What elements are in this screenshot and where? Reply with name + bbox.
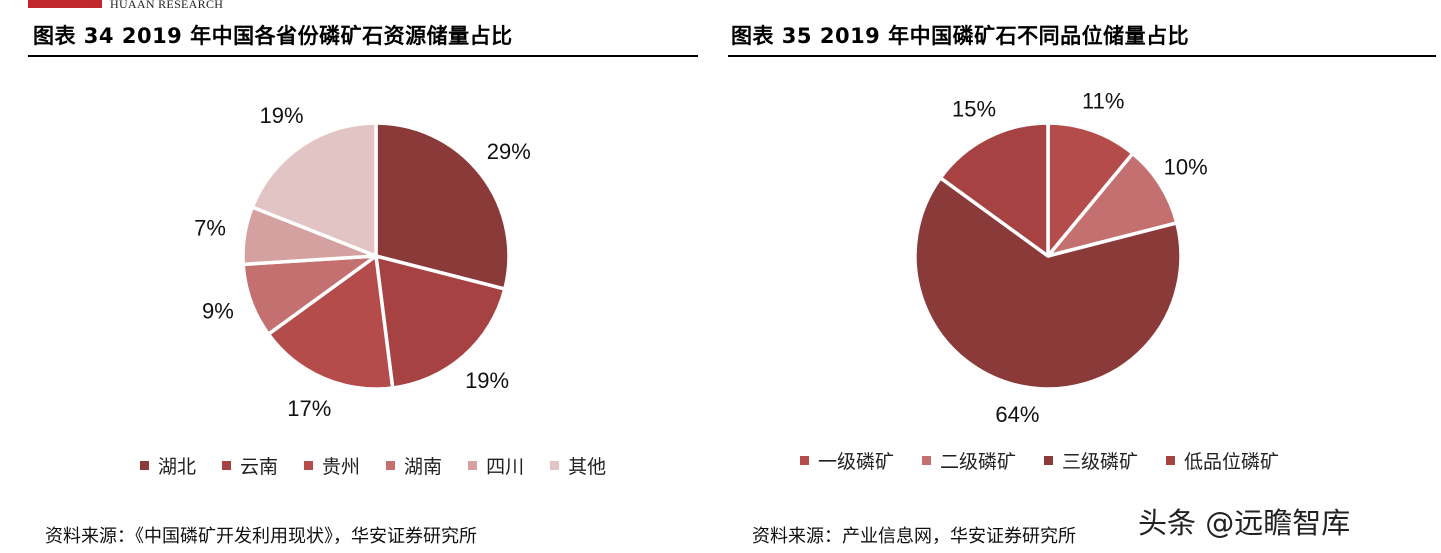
legend-label: 低品位磷矿 (1184, 451, 1280, 473)
source-note-left: 资料来源：《中国磷矿开发利用现状》，华安证券研究所 (45, 526, 477, 547)
legend-swatch (222, 461, 232, 470)
legend-label: 其他 (568, 456, 607, 478)
legend-label: 湖北 (158, 456, 197, 478)
pie-label-0: 11% (1082, 88, 1124, 113)
title-rule-left (28, 55, 698, 57)
legend-item-0: 湖北 (140, 452, 196, 479)
legend-label: 一级磷矿 (818, 451, 895, 473)
legend-item-4: 四川 (468, 452, 524, 479)
huaan-logo (28, 0, 102, 8)
chart-title-right: 图表 35 2019 年中国磷矿石不同品位储量占比 (731, 24, 1190, 48)
pie-slice-5 (250, 121, 378, 258)
watermark: 头条 @远瞻智库 (1138, 506, 1351, 540)
pie-chart-grades: 11% 10% 64% 15% (913, 88, 1208, 427)
legend-swatch (800, 456, 809, 465)
legend-swatch (550, 461, 560, 470)
legend-swatch (140, 461, 149, 470)
legend-item-3: 湖南 (386, 452, 442, 479)
legend-label: 二级磷矿 (940, 451, 1017, 473)
pie-label-4: 7% (194, 216, 226, 241)
legend-item-1: 二级磷矿 (922, 447, 1016, 474)
legend-item-5: 其他 (550, 452, 606, 479)
legend-item-0: 一级磷矿 (800, 447, 894, 474)
legend-item-3: 低品位磷矿 (1166, 447, 1279, 474)
legend-swatch (1044, 456, 1054, 465)
title-rule-right (728, 55, 1436, 57)
pie-label-2: 64% (995, 402, 1039, 427)
legend-item-2: 三级磷矿 (1044, 447, 1138, 474)
legend-label: 湖南 (404, 456, 443, 478)
source-note-right: 资料来源：产业信息网，华安证券研究所 (752, 526, 1076, 547)
legend-label: 三级磷矿 (1062, 451, 1139, 473)
pie-slice-0 (374, 121, 511, 291)
pie-label-5: 19% (260, 103, 304, 128)
pie-label-3: 9% (202, 299, 234, 324)
legend-label: 云南 (240, 456, 279, 478)
brand-name: HUAAN RESEARCH (110, 0, 224, 11)
legend-grades: 一级磷矿 二级磷矿 三级磷矿 低品位磷矿 (800, 447, 1279, 474)
pie-label-1: 19% (465, 368, 509, 393)
legend-swatch (1166, 456, 1176, 465)
pie-chart-provinces: 29% 19% 17% 9% 7% 19% (194, 103, 531, 421)
legend-label: 贵州 (322, 456, 361, 478)
legend-provinces: 湖北 云南 贵州 湖南 四川 其他 (140, 452, 606, 479)
pie-slice-3 (938, 121, 1050, 258)
legend-item-2: 贵州 (304, 452, 360, 479)
pie-slice-2 (266, 254, 395, 391)
legend-swatch (304, 461, 314, 470)
pie-label-1: 10% (1164, 154, 1208, 179)
pie-label-2: 17% (287, 396, 331, 421)
legend-label: 四川 (486, 456, 525, 478)
pie-label-3: 15% (952, 97, 996, 122)
legend-swatch (386, 461, 396, 470)
chart-title-left: 图表 34 2019 年中国各省份磷矿石资源储量占比 (33, 24, 513, 48)
pie-label-0: 29% (487, 139, 531, 164)
pie-slice-1 (374, 254, 507, 390)
legend-item-1: 云南 (222, 452, 278, 479)
legend-swatch (922, 456, 932, 465)
pie-slice-2 (913, 176, 1183, 391)
legend-swatch (468, 461, 478, 470)
pie-slice-0 (1046, 121, 1135, 258)
